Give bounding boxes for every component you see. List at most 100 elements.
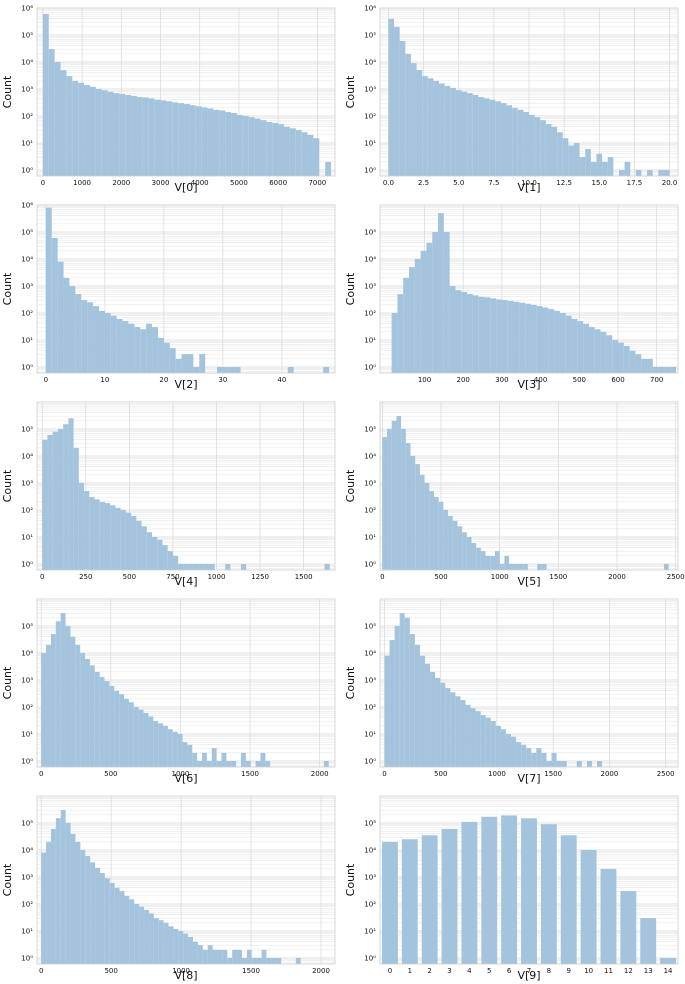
- y-tick-label: 10⁰: [21, 167, 33, 175]
- histogram-bar: [401, 839, 418, 964]
- y-tick-label: 10⁶: [21, 5, 33, 13]
- x-tick-label: 7: [527, 967, 531, 975]
- histogram-panel-8: 10⁰ 10¹ 10² 10³ 10⁴ 10⁵ 0 500 1000 1500 2000 V[8] Co…: [0, 788, 342, 984]
- histogram-bar: [540, 120, 546, 176]
- x-tick-label: 5000: [230, 179, 248, 187]
- histogram-bar: [597, 761, 603, 767]
- x-tick-label: 1000: [172, 770, 190, 778]
- bars: [41, 810, 301, 964]
- histogram-bar: [254, 118, 261, 176]
- histogram-bar: [216, 367, 223, 373]
- histogram-bar: [325, 161, 332, 176]
- histogram-bar: [172, 555, 179, 570]
- x-tick-label: 20.0: [662, 179, 678, 187]
- y-tick-label: 10⁶: [21, 202, 33, 210]
- histogram-bar: [287, 367, 294, 373]
- y-tick-label: 10¹: [364, 337, 376, 345]
- histogram-bar: [104, 878, 110, 964]
- histogram-bar: [99, 676, 105, 767]
- histogram-bar: [449, 286, 456, 373]
- histogram-bar: [445, 688, 451, 767]
- histogram-bar: [635, 354, 642, 373]
- histogram-panel-4: 10⁰ 10¹ 10² 10³ 10⁴ 10⁵ 0 250 500 750 1000 1250 1500…: [0, 394, 342, 590]
- histogram-bar: [197, 945, 203, 964]
- y-tick-label: 10⁰: [21, 758, 33, 766]
- histogram-bar: [489, 99, 496, 176]
- x-tick-label: 100: [418, 376, 431, 384]
- histogram-bar: [565, 315, 572, 373]
- histogram-bar: [537, 564, 542, 570]
- x-tick-label: 8: [547, 967, 551, 975]
- histogram-bar: [177, 734, 183, 767]
- histogram-bar: [620, 891, 637, 964]
- x-axis-label: V[9]: [517, 969, 540, 982]
- x-tick-label: 2: [427, 967, 431, 975]
- histogram-bar: [455, 696, 461, 767]
- bars: [391, 213, 677, 373]
- y-axis-label: Count: [344, 272, 357, 305]
- histogram-bar: [261, 949, 267, 964]
- histogram-bar: [420, 250, 427, 373]
- histogram-bar: [146, 532, 153, 570]
- plot-frame: [36, 795, 336, 965]
- x-tick-label: 10: [100, 376, 109, 384]
- histogram-bar: [541, 564, 547, 570]
- histogram-2: 10⁰ 10¹ 10² 10³ 10⁴ 10⁵ 10⁶ 0 10 20 30 40 V[2] Count: [1, 202, 336, 391]
- histogram-bar: [521, 818, 537, 964]
- histogram-bar: [206, 761, 212, 767]
- y-axis-label: Count: [1, 272, 14, 305]
- histogram-bar: [184, 103, 190, 176]
- x-tick-label: 6: [507, 967, 512, 975]
- x-tick-label: 12.5: [556, 179, 572, 187]
- histogram-bar: [128, 702, 134, 767]
- histogram-bar: [152, 327, 158, 373]
- x-tick-label: 1500: [242, 967, 260, 975]
- histogram-bar: [478, 296, 485, 373]
- y-tick-label: 10²: [21, 113, 33, 121]
- histogram-bar: [42, 439, 48, 570]
- histogram-bar: [484, 98, 490, 176]
- histogram-bar: [433, 80, 440, 176]
- x-tick-label: 0: [380, 573, 384, 581]
- histogram-bar: [438, 213, 444, 373]
- x-tick-label: 2000: [311, 770, 329, 778]
- y-tick-label: 10²: [364, 113, 376, 121]
- histogram-bar: [439, 83, 445, 176]
- histogram-bar: [115, 507, 121, 570]
- histogram-panel-5: 10⁰ 10¹ 10² 10³ 10⁴ 10⁵ 0 500 1000 1500 2000 2500 V[…: [343, 394, 685, 590]
- histogram-bar: [529, 114, 535, 176]
- histogram-bar: [42, 13, 49, 176]
- histogram-0: 10⁰ 10¹ 10² 10³ 10⁴ 10⁵ 10⁶ 0 1000 2000 3000 4000 50…: [1, 5, 336, 194]
- histogram-bar: [560, 835, 577, 964]
- y-tick-label: 10¹: [21, 140, 33, 148]
- plot-frame: [36, 7, 336, 177]
- histogram-bar: [183, 564, 189, 570]
- minor-gridlines: [380, 599, 678, 768]
- x-tick-label: 0: [41, 179, 45, 187]
- y-tick-label: 10⁴: [364, 453, 376, 461]
- x-tick-label: 1500: [549, 573, 567, 581]
- y-tick-label: 10²: [364, 704, 376, 712]
- y-tick-label: 10¹: [364, 140, 376, 148]
- y-tick-label: 10⁵: [21, 820, 33, 828]
- y-tick-label: 10¹: [364, 534, 376, 542]
- histogram-bar: [216, 761, 222, 767]
- histogram-bar: [141, 526, 147, 570]
- y-tick-label: 10⁰: [364, 758, 376, 766]
- histogram-bar: [295, 958, 301, 964]
- histogram-bar: [272, 123, 279, 176]
- histogram-bar: [227, 958, 233, 964]
- histogram-bar: [99, 501, 105, 570]
- histogram-bar: [75, 294, 82, 373]
- histogram-bar: [536, 748, 542, 767]
- histogram-bar: [80, 850, 86, 964]
- x-tick-label: 1500: [241, 770, 259, 778]
- x-tick-label: 700: [650, 376, 663, 384]
- x-axis-label: V[1]: [517, 181, 540, 194]
- histogram-bar: [414, 644, 420, 767]
- x-tick-label: 500: [434, 770, 447, 778]
- y-tick-label: 10⁰: [364, 561, 376, 569]
- bars: [381, 815, 677, 964]
- histogram-bar: [583, 323, 589, 373]
